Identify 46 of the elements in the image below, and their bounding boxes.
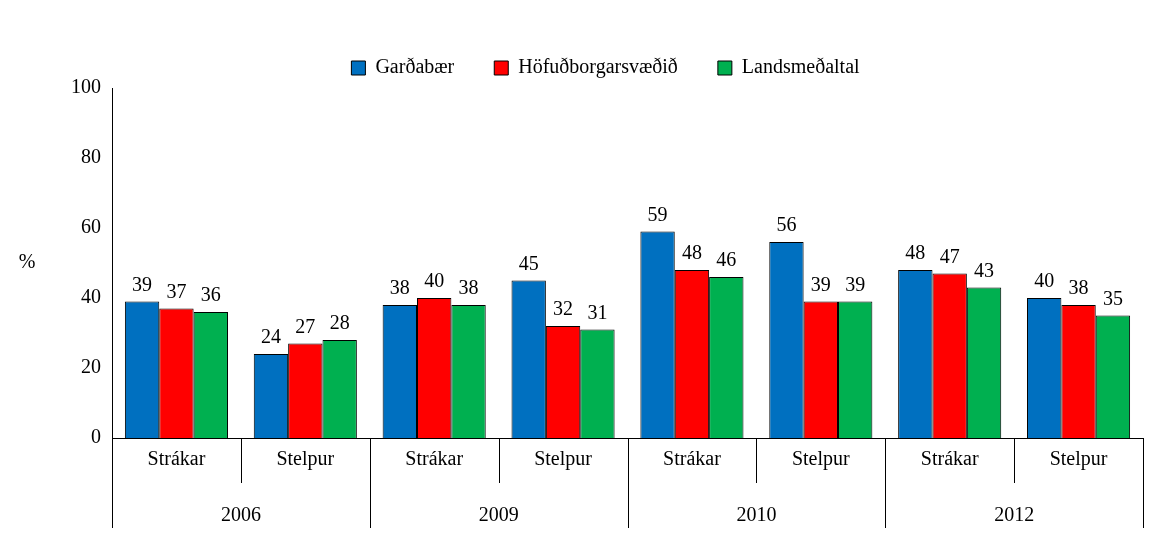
x-tick-label: Stelpur (1049, 447, 1108, 471)
y-tick-label: 20 (81, 355, 101, 378)
data-label: 40 (424, 269, 445, 292)
y-tick-label: 100 (71, 75, 101, 98)
text: 2010 (736, 503, 777, 526)
data-label: 37 (166, 279, 187, 302)
data-label: 38 (389, 276, 410, 299)
y-tick-label: 0 (91, 425, 101, 448)
data-label: 48 (905, 241, 926, 264)
x-tick-label: Strákar (405, 447, 464, 470)
data-label: 38 (458, 276, 479, 299)
x-tick-label: Stelpur (534, 447, 593, 471)
x-tick-label: Stelpur (276, 447, 335, 471)
x-tick-label: Stelpur (791, 447, 851, 471)
data-label: 39 (132, 272, 153, 295)
x-tick-label: Strákar (147, 447, 206, 470)
data-label: 35 (1102, 286, 1123, 309)
x-tick-label: Strákar (663, 447, 722, 470)
x-tick-label: Strákar (920, 447, 979, 470)
data-label: 47 (939, 244, 960, 267)
legend-label: Garðabær (375, 55, 455, 78)
data-label: 38 (1068, 276, 1089, 299)
text: 2006 (220, 503, 261, 526)
y-tick-label: 60 (81, 215, 101, 238)
y-axis-title: % (18, 250, 36, 273)
data-label: 59 (647, 202, 668, 225)
data-label: 27 (295, 314, 316, 337)
data-label: 31 (587, 300, 608, 323)
data-label: 24 (260, 325, 281, 348)
legend-label: Landsmeðaltal (741, 55, 861, 78)
text: 2009 (478, 503, 519, 526)
text: 2012 (994, 503, 1035, 526)
data-label: 28 (329, 311, 350, 334)
data-label: 39 (810, 272, 831, 295)
y-tick-label: 80 (81, 145, 101, 168)
data-label: 43 (974, 258, 995, 281)
y-tick-label: 40 (81, 285, 101, 308)
data-label: 40 (1034, 269, 1055, 292)
data-label: 36 (200, 283, 221, 306)
data-label: 45 (518, 251, 539, 274)
data-label: 46 (716, 248, 737, 271)
data-label: 39 (845, 272, 866, 295)
data-label: 56 (776, 213, 797, 236)
legend-label: Höfuðborgarsvæðið (518, 55, 678, 79)
data-label: 48 (681, 241, 702, 264)
data-label: 32 (553, 297, 574, 320)
